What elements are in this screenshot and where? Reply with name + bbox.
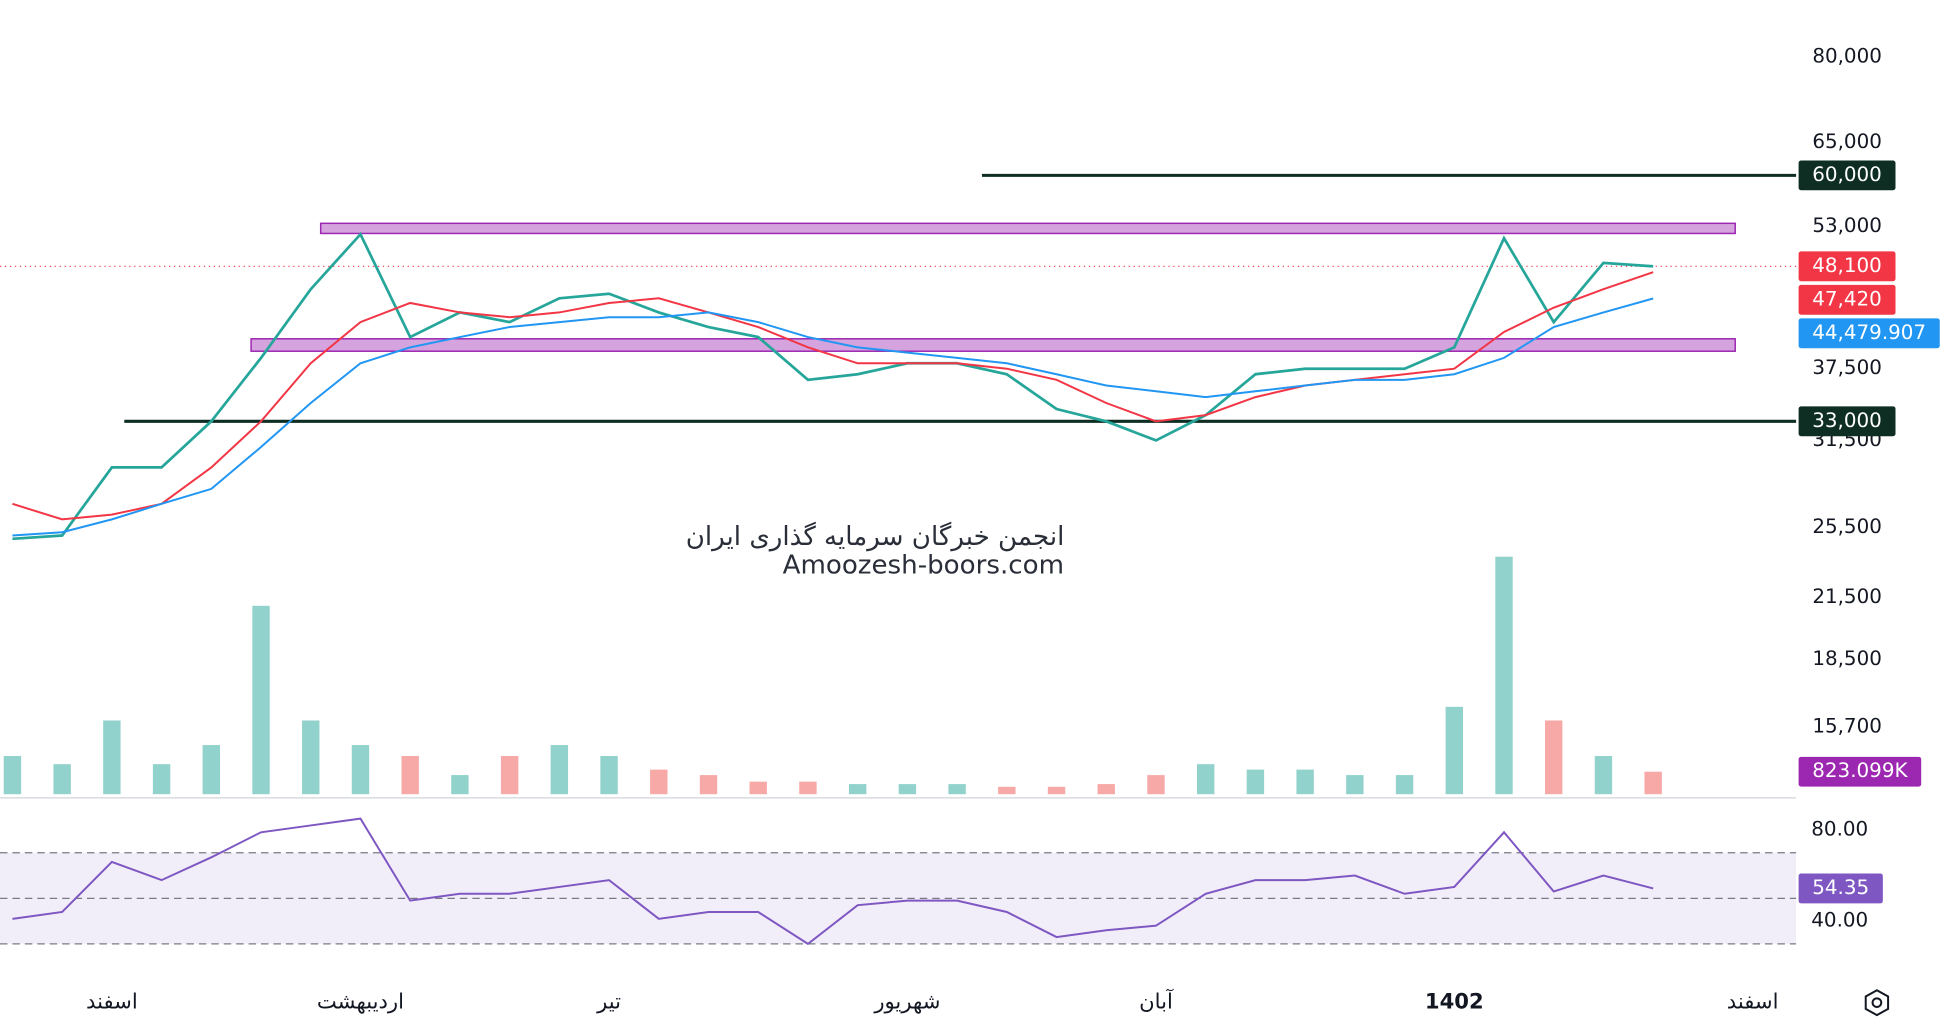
level-label: 60,000 (1798, 160, 1896, 191)
volume-bar (1296, 769, 1314, 795)
volume-bar (898, 784, 917, 795)
zone (250, 338, 1736, 352)
watermark: انجمن خبرگان سرمایه گذاری ایران (686, 521, 1065, 552)
volume-bar (1346, 775, 1364, 795)
volume-bar (1097, 784, 1115, 795)
y-tick-label: 15,700 (1812, 714, 1882, 737)
volume-bar (1644, 771, 1662, 795)
level-label-bg (1798, 160, 1896, 191)
last-value-label-bg (1798, 318, 1940, 349)
rsi-value-label-bg (1798, 873, 1883, 904)
level-label: 33,000 (1798, 406, 1896, 437)
volume-bar (699, 775, 718, 795)
y-tick-label: 25,500 (1812, 515, 1882, 538)
volume-bar (451, 775, 469, 795)
y-tick-label: 80,000 (1812, 45, 1882, 68)
level-label-bg (1798, 406, 1896, 437)
rsi-value-label: 54.35 (1798, 873, 1883, 904)
volume-bar (1594, 755, 1613, 795)
y-tick-label: 18,500 (1812, 647, 1882, 670)
volume-bar (799, 781, 817, 795)
volume-bar (948, 784, 966, 795)
level-label-text: 60,000 (1812, 163, 1882, 186)
settings-icon[interactable] (1864, 989, 1890, 1017)
level-label-text: 33,000 (1812, 409, 1882, 432)
volume-bar (500, 755, 519, 795)
rsi-line (12, 817, 1654, 946)
x-tick-label: 1402 (1425, 989, 1484, 1014)
settings-dot[interactable] (1871, 997, 1883, 1008)
y-tick-label: 65,000 (1812, 130, 1882, 153)
volume-bar (1147, 775, 1165, 795)
moving-average (12, 297, 1654, 537)
volume-bar (998, 786, 1016, 795)
volume-bar (1196, 764, 1215, 795)
volume-value-label: 823.099K (1798, 756, 1922, 787)
volume-bar (302, 720, 320, 795)
watermark: Amoozesh-boors.com (783, 550, 1064, 580)
x-tick-label: آبان (1139, 989, 1174, 1014)
last-value-label-text: 47,420 (1812, 287, 1882, 310)
last-value-label-text: 48,100 (1812, 254, 1882, 277)
last-value-label: 47,420 (1798, 284, 1896, 315)
main-layer (12, 231, 1654, 946)
volume-bar (53, 764, 71, 795)
x-tick-label: تیر (596, 989, 621, 1014)
volume-bar (1246, 769, 1265, 795)
rsi-value-label-text: 54.35 (1812, 876, 1869, 899)
volume-bar (152, 764, 171, 795)
y-tick-label: 21,500 (1812, 585, 1882, 608)
volume-bar (550, 745, 569, 795)
volume-bar (252, 605, 270, 795)
volume-bar (1395, 775, 1414, 795)
x-tick-label: اسفند (1727, 989, 1779, 1014)
volume-bar (1545, 720, 1563, 795)
x-tick-label: شهریور (873, 989, 940, 1014)
price-line (12, 231, 1654, 541)
last-value-label-bg (1798, 284, 1896, 315)
last-value-label: 48,100 (1798, 251, 1896, 282)
volume-bar (202, 745, 221, 795)
volume-bar (351, 745, 370, 795)
volume-bar (749, 781, 767, 795)
volume-bar (3, 755, 22, 795)
volume-bar (1445, 706, 1463, 795)
y-tick-label: 53,000 (1812, 214, 1882, 237)
volume-bar (1047, 786, 1066, 795)
axis-layer: 80,00065,00053,00037,50031,50025,50021,5… (86, 45, 1940, 1014)
volume-value-label-text: 823.099K (1812, 759, 1908, 782)
volume-bar (401, 755, 419, 795)
volume-bar (848, 784, 867, 795)
last-value-label: 44,479.907 (1798, 318, 1940, 349)
rsi-tick-label: 80.00 (1811, 818, 1868, 841)
y-tick-label: 37,500 (1812, 356, 1882, 379)
last-value-label-bg (1798, 251, 1896, 282)
x-tick-label: اسفند (86, 989, 138, 1014)
volume-bar (650, 769, 668, 795)
zone (319, 222, 1736, 235)
volume-bar (103, 720, 121, 795)
volume-bar (1495, 556, 1513, 795)
volume-bar (600, 755, 618, 795)
back-layer (0, 173, 1797, 945)
last-value-label-text: 44,479.907 (1812, 321, 1926, 344)
rsi-tick-label: 40.00 (1811, 909, 1868, 932)
volume-value-label-bg (1798, 756, 1922, 787)
x-tick-label: اردیبهشت (317, 989, 404, 1014)
settings-hex[interactable] (1864, 989, 1890, 1017)
moving-average (12, 271, 1654, 521)
